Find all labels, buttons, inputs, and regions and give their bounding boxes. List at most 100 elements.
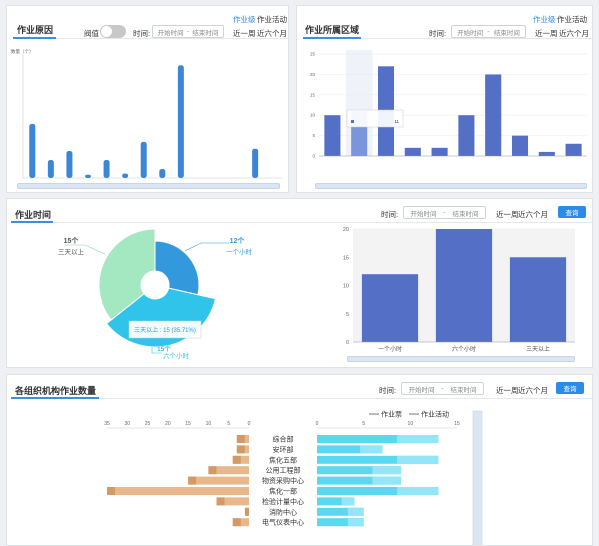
y-tick-label: 20 bbox=[310, 72, 316, 77]
right-bar-tip bbox=[397, 435, 439, 443]
right-bar-tip bbox=[372, 476, 401, 485]
pie-slice-count: 15个 bbox=[157, 344, 171, 353]
tab-work-activity[interactable]: 作业活动 bbox=[257, 15, 287, 24]
right-bar-tip bbox=[347, 518, 364, 527]
org-panel-title: 各组织机构作业数量 bbox=[15, 386, 97, 396]
reason-bar bbox=[103, 159, 110, 178]
start-time-input[interactable]: 开始时间 bbox=[157, 29, 184, 37]
pie-slice-label: 六个小时 bbox=[163, 351, 190, 360]
pie-tooltip-text: 三天以上 : 15 (35.71%) bbox=[134, 326, 196, 334]
legend-item: 作业票 bbox=[381, 410, 402, 419]
right-tick-label: 5 bbox=[362, 421, 365, 427]
date-range-picker[interactable]: 开始时间 - 结束时间 bbox=[401, 382, 484, 395]
range-separator: - bbox=[487, 28, 490, 35]
right-bar bbox=[317, 487, 439, 495]
x-tick-label: 三天以上 bbox=[526, 345, 550, 353]
date-range-picker[interactable]: 开始时间 - 结束时间 bbox=[152, 25, 224, 38]
tab-last-week[interactable]: 近一周 bbox=[233, 29, 256, 38]
query-button[interactable]: 查询 bbox=[556, 382, 584, 394]
tooltip-swatch bbox=[351, 120, 354, 123]
tab-last-week[interactable]: 近一周 bbox=[496, 386, 519, 395]
right-bar-tip bbox=[347, 507, 364, 516]
left-bar-cap bbox=[232, 518, 241, 527]
y-tick-label: 0 bbox=[312, 154, 315, 159]
right-tick-label: 15 bbox=[454, 421, 460, 427]
y-tick-label: 20 bbox=[343, 227, 349, 233]
divider bbox=[53, 222, 592, 223]
tab-last-six-months[interactable]: 近六个月 bbox=[518, 386, 548, 395]
org-panel: 各组织机构作业数量 时间: 开始时间 - 结束时间 近一周 近六个月 查询 作业… bbox=[6, 374, 593, 546]
y-tick-label: 15 bbox=[310, 92, 316, 97]
range-separator: - bbox=[443, 209, 446, 216]
tab-last-six-months[interactable]: 近六个月 bbox=[257, 29, 287, 38]
reason-bar bbox=[29, 123, 36, 178]
range-separator: - bbox=[441, 385, 444, 392]
region-bar bbox=[404, 147, 421, 156]
legend-item: 作业活动 bbox=[421, 410, 449, 419]
org-butterfly-chart: 作业票 作业活动 35 30 25 20 15 10 5 0 0 5 10 15 综合部安环部焦化五部公用工… bbox=[104, 410, 483, 545]
category-label: 消防中心 bbox=[269, 507, 297, 516]
y-tick-label: 5 bbox=[346, 312, 349, 318]
reason-bar bbox=[66, 150, 73, 178]
y-tick-label: 10 bbox=[343, 284, 349, 290]
left-tick-label: 15 bbox=[185, 421, 191, 427]
left-tick-label: 35 bbox=[104, 421, 110, 427]
pie-tooltip-box bbox=[128, 320, 202, 339]
right-tick-label: 10 bbox=[408, 421, 414, 427]
pie-slice-count: 12个 bbox=[230, 236, 246, 245]
left-bar bbox=[232, 518, 249, 527]
tab-last-six-months[interactable]: 近六个月 bbox=[518, 210, 548, 219]
start-time-input[interactable]: 开始时间 bbox=[410, 210, 437, 218]
tab-work-ticket[interactable]: 作业级 bbox=[233, 15, 256, 24]
pie-slice-label: 三天以上 bbox=[58, 247, 85, 256]
region-bar bbox=[431, 147, 448, 156]
divider bbox=[99, 398, 592, 399]
query-button[interactable]: 查询 bbox=[558, 206, 586, 218]
org-chart-zoom-slider bbox=[472, 410, 483, 545]
pie-slice bbox=[154, 240, 200, 296]
end-time-input[interactable]: 结束时间 bbox=[493, 29, 520, 37]
left-tick-label: 10 bbox=[206, 421, 212, 427]
tab-last-week[interactable]: 近一周 bbox=[535, 29, 558, 38]
category-label: 焦化五部 bbox=[269, 455, 297, 464]
category-label: 焦化一部 bbox=[269, 487, 297, 496]
title-underline bbox=[303, 37, 361, 39]
reason-chart-zoom-slider[interactable] bbox=[17, 183, 280, 189]
reason-bar bbox=[159, 168, 166, 178]
pie-slice-label: 一个小时 bbox=[226, 247, 253, 256]
date-range-picker[interactable]: 开始时间 - 结束时间 bbox=[451, 25, 526, 38]
pie-label-line bbox=[65, 244, 106, 255]
tab-last-six-months[interactable]: 近六个月 bbox=[559, 29, 589, 38]
x-tick-label: 六个小时 bbox=[452, 345, 476, 353]
reason-bar-chart: 数量（个） bbox=[11, 48, 283, 179]
region-chart-zoom-slider[interactable] bbox=[315, 183, 587, 189]
divider bbox=[56, 38, 288, 39]
reason-bar bbox=[140, 141, 147, 178]
left-bar bbox=[107, 487, 249, 495]
tab-work-activity[interactable]: 作业活动 bbox=[557, 15, 587, 24]
end-time-input[interactable]: 结束时间 bbox=[452, 210, 479, 218]
left-bar bbox=[208, 466, 249, 475]
category-label: 公用工程部 bbox=[266, 466, 301, 475]
category-label: 安环部 bbox=[273, 445, 294, 454]
start-time-input[interactable]: 开始时间 bbox=[457, 29, 484, 37]
right-bar bbox=[317, 518, 364, 527]
left-bar-cap bbox=[216, 497, 225, 506]
time-label: 时间: bbox=[133, 29, 151, 38]
end-time-input[interactable]: 结束时间 bbox=[192, 29, 219, 37]
reason-panel: 作业原因 作业级 作业活动 阀值 时间: 开始时间 - 结束时间 近一周 近六个… bbox=[6, 5, 289, 193]
left-tick-label: 20 bbox=[165, 421, 171, 427]
category-label: 物资采购中心 bbox=[262, 476, 304, 485]
tab-work-ticket[interactable]: 作业级 bbox=[533, 15, 556, 24]
duration-chart-zoom-slider[interactable] bbox=[347, 356, 575, 362]
start-time-input[interactable]: 开始时间 bbox=[408, 386, 435, 394]
tab-last-week[interactable]: 近一周 bbox=[496, 210, 519, 219]
date-range-picker[interactable]: 开始时间 - 结束时间 bbox=[403, 206, 486, 219]
threshold-label: 阀值 bbox=[84, 29, 99, 38]
right-bar bbox=[317, 445, 383, 454]
duration-bar-chart: 0 5 10 15 20 一个小时 六个小时 三天以上 bbox=[343, 227, 575, 353]
end-time-input[interactable]: 结束时间 bbox=[450, 386, 477, 394]
region-bar-chart: 0 5 10 15 20 25 11 bbox=[310, 50, 587, 159]
threshold-toggle[interactable] bbox=[100, 25, 126, 38]
